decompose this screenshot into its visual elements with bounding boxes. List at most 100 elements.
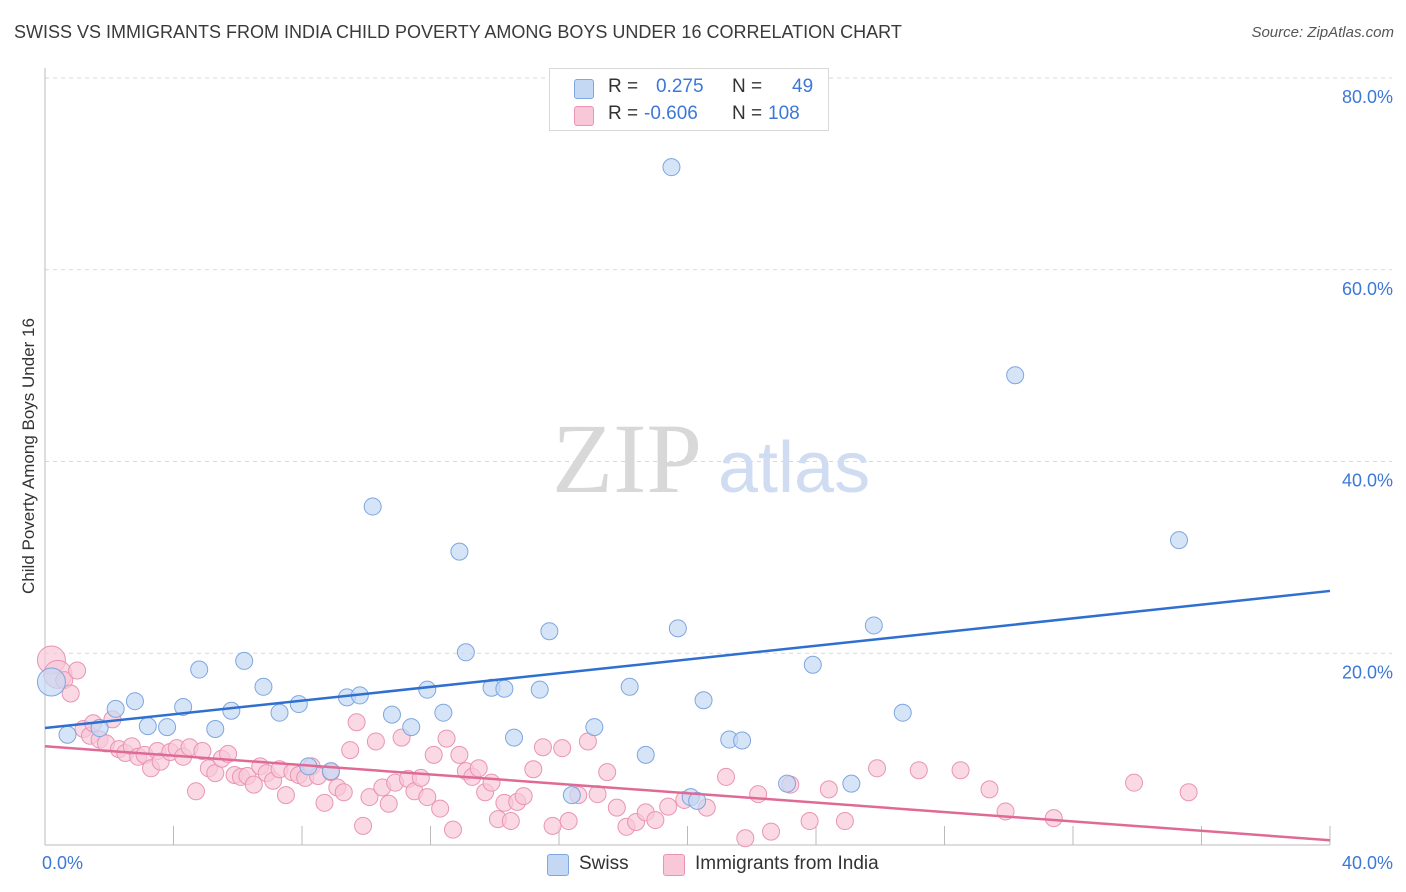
y-axis-label: Child Poverty Among Boys Under 16 [19, 318, 38, 594]
india-point-105 [1044, 809, 1063, 828]
india-point-23 [186, 782, 205, 801]
correlation-legend: R = 0.275 N = 49 R = -0.606 N = 108 [549, 68, 829, 131]
india-point-64 [450, 745, 469, 764]
legend-swiss-n-label: N = [732, 76, 763, 97]
legend-swiss-n-value: 49 [792, 76, 814, 97]
india-point-79 [559, 812, 578, 831]
swiss-legend-swatch [547, 854, 569, 876]
swiss-point-32 [585, 718, 604, 737]
india-point-4 [68, 661, 87, 680]
swiss-point-24 [450, 542, 469, 561]
india-point-89 [659, 797, 678, 816]
india-point-47 [341, 741, 360, 760]
india-point-103 [980, 780, 999, 799]
india-points [36, 645, 1198, 848]
legend-india-n-label: N = [732, 103, 763, 124]
india-point-101 [909, 761, 928, 780]
swiss-point-27 [495, 679, 514, 698]
india-point-3 [61, 684, 80, 703]
india-point-95 [762, 822, 781, 841]
india-point-93 [736, 829, 755, 848]
india-point-59 [418, 788, 437, 807]
chart-title: SWISS VS IMMIGRANTS FROM INDIA CHILD POV… [14, 22, 902, 42]
legend-india-r-value: -0.606 [644, 103, 698, 124]
india-point-72 [501, 812, 520, 831]
tick-labels: 80.0% 60.0% 40.0% 20.0% 0.0% 40.0% [42, 87, 1393, 873]
india-point-99 [835, 812, 854, 831]
swiss-point-7 [174, 697, 193, 716]
india-point-88 [646, 811, 665, 830]
india-point-74 [514, 787, 533, 806]
india-point-83 [598, 763, 617, 782]
india-point-63 [443, 820, 462, 839]
swiss-point-12 [254, 677, 273, 696]
x-tick-label-0: 0.0% [42, 853, 83, 873]
trend-lines [44, 589, 1331, 842]
swiss-point-42 [803, 655, 822, 674]
swiss-point-11 [235, 651, 254, 670]
india-swatch [574, 106, 594, 126]
india-trend-line [44, 745, 1331, 842]
swiss-point-30 [540, 622, 559, 641]
india-legend-swatch [663, 854, 685, 876]
india-point-67 [469, 759, 488, 778]
swiss-point-19 [363, 497, 382, 516]
india-point-48 [347, 713, 366, 732]
legend-swiss-r-value: 0.275 [656, 76, 704, 97]
swiss-swatch [574, 79, 594, 99]
india-point-92 [717, 767, 736, 786]
swiss-point-41 [778, 774, 797, 793]
swiss-point-16 [321, 762, 340, 781]
y-tick-label-2: 40.0% [1342, 471, 1393, 491]
india-legend-label: Immigrants from India [695, 853, 879, 874]
india-point-94 [749, 785, 768, 804]
watermark-zip: ZIP [552, 403, 702, 514]
india-point-78 [553, 739, 572, 758]
swiss-point-5 [138, 717, 157, 736]
swiss-legend-label: Swiss [579, 853, 629, 874]
swiss-point-38 [694, 691, 713, 710]
india-point-51 [366, 732, 385, 751]
swiss-point-14 [289, 695, 308, 714]
india-point-69 [482, 773, 501, 792]
india-point-58 [411, 768, 430, 787]
swiss-trend-line [44, 589, 1331, 730]
swiss-point-33 [620, 677, 639, 696]
swiss-point-36 [668, 619, 687, 638]
india-point-77 [543, 816, 562, 835]
axes [44, 68, 1331, 846]
india-point-62 [437, 729, 456, 748]
swiss-point-44 [864, 616, 883, 635]
swiss-point-47 [1170, 531, 1189, 550]
india-point-106 [1125, 773, 1144, 792]
swiss-points [36, 158, 1189, 810]
legend-india-n-value: 108 [768, 103, 800, 124]
india-point-49 [354, 816, 373, 835]
swiss-point-25 [456, 643, 475, 662]
swiss-point-28 [505, 728, 524, 747]
swiss-point-1 [58, 725, 77, 744]
india-point-32 [244, 775, 263, 794]
swiss-point-20 [382, 705, 401, 724]
india-point-102 [951, 761, 970, 780]
x-tick-label-1: 40.0% [1342, 853, 1393, 873]
y-tick-label-1: 60.0% [1342, 279, 1393, 299]
swiss-point-10 [222, 701, 241, 720]
gridlines [45, 77, 1392, 654]
india-point-37 [276, 786, 295, 805]
swiss-point-40 [733, 731, 752, 750]
swiss-point-13 [270, 703, 289, 722]
india-point-50 [360, 788, 379, 807]
india-point-76 [533, 738, 552, 757]
legend-india-r-label: R = [608, 103, 639, 124]
india-point-100 [868, 759, 887, 778]
swiss-point-29 [530, 680, 549, 699]
swiss-point-22 [418, 680, 437, 699]
india-point-84 [607, 798, 626, 817]
swiss-point-23 [434, 703, 453, 722]
source-label: Source: ZipAtlas.com [1251, 24, 1394, 41]
y-tick-label-0: 80.0% [1342, 87, 1393, 107]
swiss-point-48 [688, 791, 707, 810]
india-point-53 [379, 794, 398, 813]
